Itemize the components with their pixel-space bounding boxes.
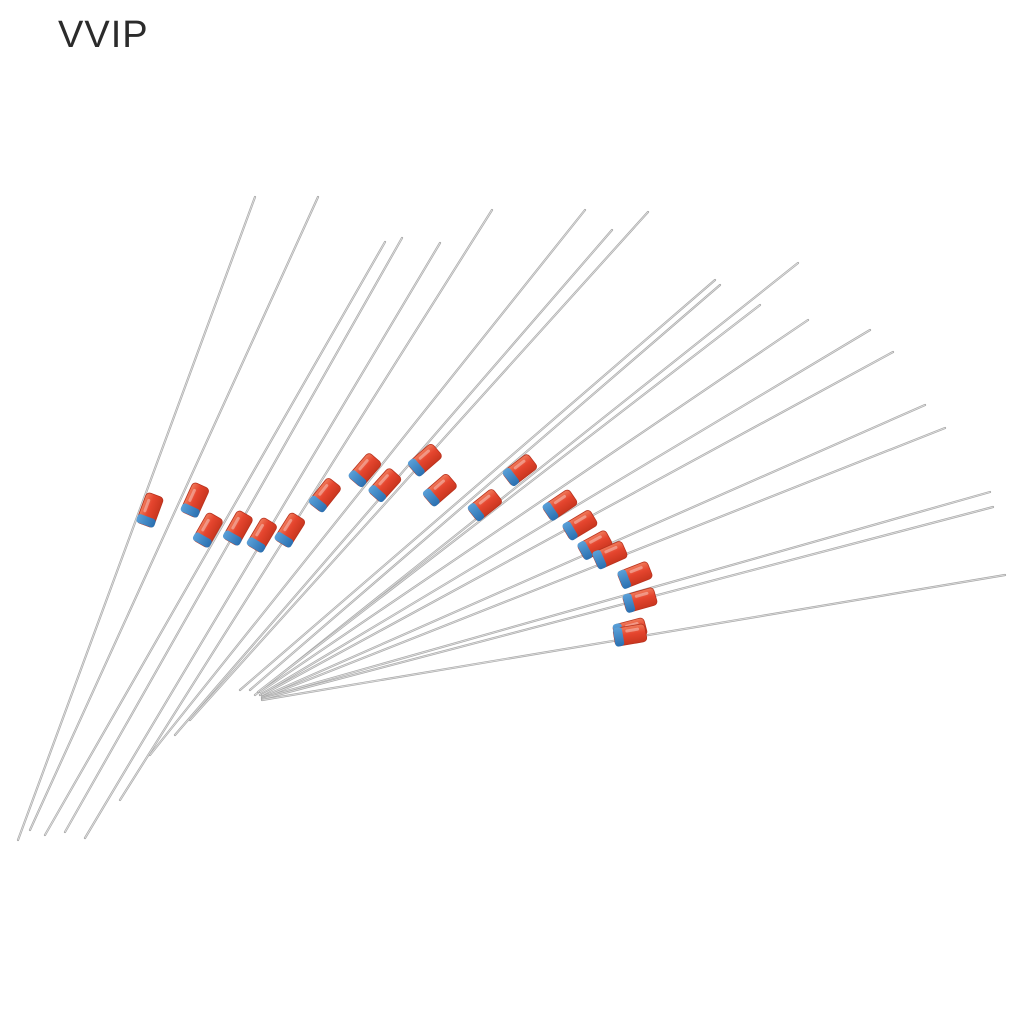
diode-lead-highlight [29,196,319,831]
diode-highlight [625,627,640,633]
diode-highlight [433,479,446,490]
diode [368,468,402,503]
diode-band [192,532,212,548]
diode-band [422,488,440,507]
diode [246,517,277,553]
diode-highlight [318,484,329,496]
diode [308,478,341,513]
diode [192,512,223,548]
diode-band [562,521,578,541]
diode-band [348,470,367,488]
diode-highlight [553,495,567,505]
diode [562,510,598,541]
diode [136,492,164,528]
diode-highlight [143,498,151,513]
diode-band [246,537,266,553]
diode-band [542,502,559,521]
diode-lead-highlight [259,319,809,693]
diode-band [180,503,200,518]
diode [274,512,306,548]
diode-band [622,593,636,613]
diode-band [592,550,607,570]
diode-lead-highlight [149,209,586,756]
diode-highlight [604,545,618,554]
diode-highlight [201,518,210,532]
diode [348,453,382,488]
diode-highlight [283,518,293,532]
diode-highlight [634,591,649,598]
diode-band [407,458,425,477]
diode-band [613,627,625,647]
diode [577,530,613,560]
diode-band [577,541,593,560]
diode-lead-highlight [17,196,256,841]
diode [502,454,537,487]
diode [592,541,628,570]
diode [622,587,658,613]
diode-highlight [629,566,643,574]
diode-lead-highlight [239,279,716,691]
diode-highlight [188,488,196,502]
diode [180,482,209,518]
diode [407,443,442,477]
diode [222,510,253,546]
diode [612,623,648,647]
diode-lead-highlight [254,262,799,696]
diode-band [502,467,520,487]
diode-highlight [589,535,602,544]
diode-band [368,485,387,503]
diode-band [274,531,294,548]
diode-highlight [255,523,264,537]
diode-lead-highlight [119,209,493,801]
diode-band [308,495,327,513]
diode-lead-highlight [257,304,761,693]
diode-band [222,530,242,546]
diode-highlight [574,515,587,524]
diode-highlight [478,494,491,505]
diode-band [136,514,156,528]
diode-band [617,569,632,589]
diode-highlight [378,474,389,486]
diode [542,489,578,521]
diode-highlight [418,449,430,460]
diode-highlight [231,516,240,530]
diode-lead-highlight [249,284,721,691]
diode-highlight [358,459,369,471]
diode [422,473,457,507]
diode-band [467,503,485,522]
diode-lead-highlight [44,241,386,836]
diode [467,489,502,522]
diode-highlight [513,459,526,470]
brand-watermark: VVIP [58,14,149,56]
diode [617,561,653,589]
